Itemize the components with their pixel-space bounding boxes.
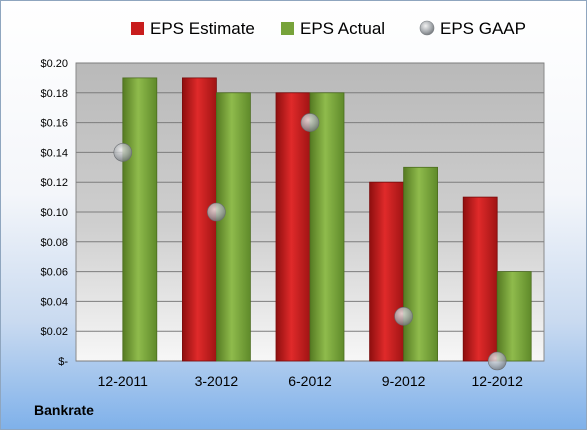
y-tick-label: $0.08 [40, 237, 68, 249]
point-eps-gaap [300, 113, 320, 132]
legend-swatch [131, 22, 144, 35]
bar-eps-actual [215, 92, 251, 362]
legend-label: EPS GAAP [440, 19, 526, 38]
legend-swatch [281, 22, 294, 35]
y-tick-label: $0.02 [40, 326, 68, 338]
y-tick-label: $0.20 [40, 58, 68, 70]
bar-eps-estimate [369, 181, 405, 362]
bar-eps-actual [122, 77, 158, 362]
bar-eps-estimate [181, 77, 217, 362]
y-tick-label: $- [58, 356, 68, 368]
x-tick-label: 12-2011 [98, 373, 149, 389]
y-tick-label: $0.10 [40, 207, 68, 219]
x-tick-label: 9-2012 [382, 373, 426, 389]
point-eps-gaap [487, 351, 507, 371]
brand-label: Bankrate [34, 402, 94, 418]
y-tick-label: $0.06 [40, 267, 68, 279]
y-tick-label: $0.12 [40, 177, 68, 189]
y-tick-label: $0.14 [40, 147, 68, 159]
bar-eps-estimate [462, 196, 498, 362]
y-tick-label: $0.16 [40, 118, 68, 130]
x-tick-label: 6-2012 [288, 373, 332, 389]
y-tick-label: $0.18 [40, 88, 68, 100]
bar-eps-actual [403, 166, 439, 362]
bar-eps-actual [496, 271, 532, 362]
legend-swatch [419, 20, 435, 36]
bar-eps-estimate [275, 92, 311, 362]
x-tick-label: 12-2012 [472, 373, 524, 389]
point-eps-gaap [113, 143, 133, 162]
y-tick-label: $0.04 [40, 296, 68, 308]
x-tick-label: 3-2012 [195, 373, 239, 389]
point-eps-gaap [207, 202, 226, 222]
legend-label: EPS Estimate [150, 19, 255, 38]
point-eps-gaap [394, 306, 413, 326]
legend-label: EPS Actual [300, 19, 385, 38]
bar-eps-actual [309, 92, 345, 362]
